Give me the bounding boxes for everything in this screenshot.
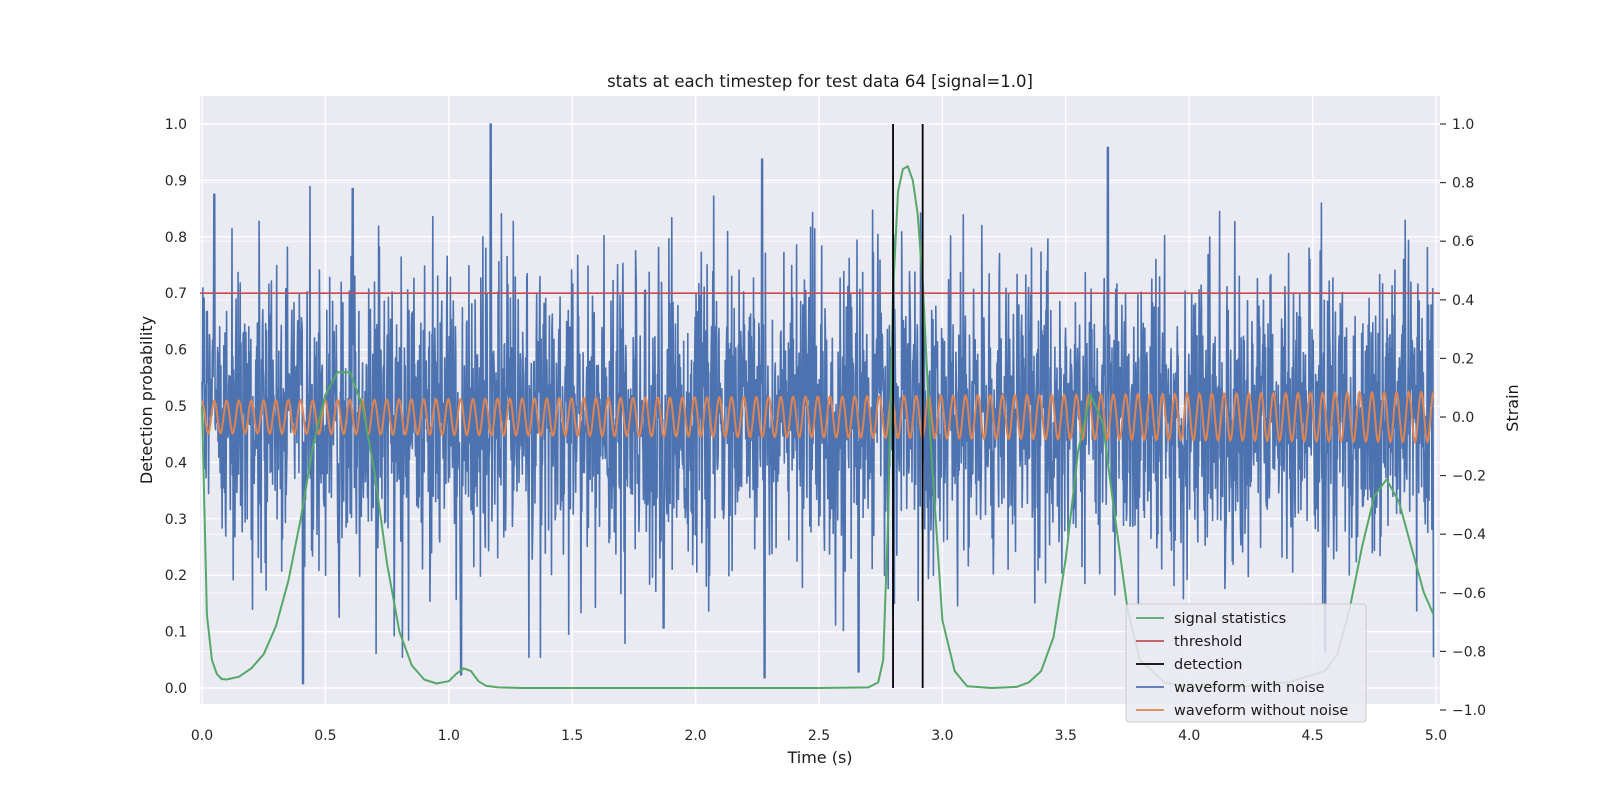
y-tick-label: 0.1 xyxy=(165,625,187,641)
series-waveform-without-noise xyxy=(201,389,1435,445)
x-tick-label: 0.5 xyxy=(314,728,336,744)
y2-tick-label: −0.2 xyxy=(1452,469,1486,485)
y2-tick-label: 1.0 xyxy=(1452,117,1474,133)
y2-tick-label: −0.4 xyxy=(1452,527,1486,543)
series-layer xyxy=(200,123,1440,689)
y-tick-label: 0.4 xyxy=(165,455,187,471)
y-tick-label: 1.0 xyxy=(165,117,187,133)
y2-tick-label: 0.2 xyxy=(1452,351,1474,367)
x-tick-label: 4.0 xyxy=(1178,728,1200,744)
y2-tick-label: 0.0 xyxy=(1452,410,1474,426)
y-tick-label: 0.8 xyxy=(165,230,187,246)
legend: signal statistics threshold detection wa… xyxy=(1125,603,1367,723)
x-tick-label: 2.5 xyxy=(808,728,830,744)
y2-tick-label: −0.8 xyxy=(1452,644,1486,660)
y-tick-label: 0.6 xyxy=(165,343,187,359)
x-tick-label: 0.0 xyxy=(191,728,213,744)
y2-tick-label: −1.0 xyxy=(1452,703,1486,719)
y-tick-label: 0.7 xyxy=(165,286,187,302)
legend-label-signal-statistics: signal statistics xyxy=(1174,611,1286,627)
y-axis-title: Detection probability xyxy=(137,316,156,484)
x-tick-label: 3.0 xyxy=(931,728,953,744)
y2-tick-label: 0.6 xyxy=(1452,234,1474,250)
chart-title: stats at each timestep for test data 64 … xyxy=(607,72,1033,91)
x-axis-title: Time (s) xyxy=(786,748,852,767)
y2-tick-labels: −1.0 −0.8 −0.6 −0.4 −0.2 0.0 0.2 0.4 0.6 0.8 1.0 xyxy=(1440,117,1486,719)
y-tick-labels: 0.0 0.1 0.2 0.3 0.4 0.5 0.6 0.7 0.8 0.9 1.0 xyxy=(165,117,187,697)
legend-label-threshold: threshold xyxy=(1174,634,1242,650)
x-tick-label: 5.0 xyxy=(1425,728,1447,744)
series-waveform-with-noise xyxy=(201,123,1435,685)
legend-label-detection: detection xyxy=(1174,657,1242,673)
y2-axis-title: Strain xyxy=(1503,384,1522,431)
y-tick-label: 0.0 xyxy=(165,681,187,697)
y2-tick-label: 0.8 xyxy=(1452,176,1474,192)
x-tick-label: 3.5 xyxy=(1055,728,1077,744)
legend-box xyxy=(1125,603,1367,723)
x-tick-label: 2.0 xyxy=(684,728,706,744)
legend-label-waveform-with-noise: waveform with noise xyxy=(1174,680,1325,696)
y2-tick-label: −0.6 xyxy=(1452,586,1486,602)
x-tick-label: 4.5 xyxy=(1301,728,1323,744)
legend-label-waveform-without-noise: waveform without noise xyxy=(1174,703,1348,719)
y-tick-label: 0.9 xyxy=(165,173,187,189)
y-tick-label: 0.2 xyxy=(165,568,187,584)
y-tick-label: 0.5 xyxy=(165,399,187,415)
x-tick-label: 1.5 xyxy=(561,728,583,744)
x-tick-labels: 0.0 0.5 1.0 1.5 2.0 2.5 3.0 3.5 4.0 4.5 5.0 xyxy=(191,728,1447,744)
x-tick-label: 1.0 xyxy=(438,728,460,744)
y-tick-label: 0.3 xyxy=(165,512,187,528)
y2-tick-label: 0.4 xyxy=(1452,293,1474,309)
